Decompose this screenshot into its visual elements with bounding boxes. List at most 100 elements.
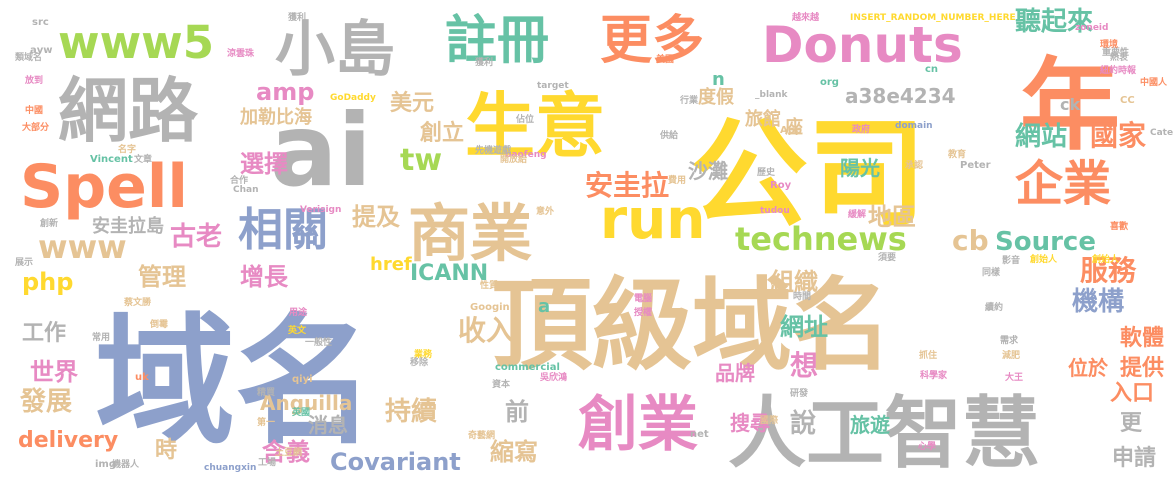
cloud-word: 業務 bbox=[413, 348, 433, 360]
cloud-word: 選擇 bbox=[240, 150, 288, 178]
cloud-word: qiyi bbox=[292, 374, 313, 385]
cloud-word: cn bbox=[925, 64, 938, 75]
cloud-word: 機構 bbox=[1072, 287, 1124, 317]
cloud-word: 費用 bbox=[668, 174, 686, 186]
cloud-word: CC bbox=[1120, 95, 1135, 106]
cloud-word: 相關 bbox=[238, 203, 328, 256]
cloud-word: Vincent bbox=[90, 154, 133, 165]
cloud-word: 創業 bbox=[578, 390, 698, 460]
cloud-word: 公司 bbox=[690, 105, 926, 243]
cloud-word: 想 bbox=[790, 349, 818, 382]
cloud-word: uk bbox=[135, 372, 149, 383]
cloud-word: 熱衷 bbox=[1110, 51, 1128, 63]
cloud-word: Spell bbox=[20, 152, 188, 222]
cloud-word: 開放給 bbox=[500, 153, 528, 165]
cloud-word: 地區 bbox=[868, 203, 916, 231]
cloud-word: 提及 bbox=[352, 203, 400, 231]
cloud-word: 旅館 bbox=[745, 108, 781, 130]
cloud-word: 座 bbox=[785, 116, 803, 138]
cloud-word: 研發 bbox=[790, 387, 809, 399]
cloud-word: 教育 bbox=[947, 148, 966, 160]
cloud-word: 歷史 bbox=[757, 166, 776, 178]
cloud-word: 影音 bbox=[1002, 254, 1020, 266]
cloud-word: 組織 bbox=[770, 268, 818, 296]
cloud-word: zoneid bbox=[1075, 23, 1108, 33]
cloud-word: Source bbox=[995, 227, 1096, 257]
cloud-word: 大部分 bbox=[22, 121, 49, 133]
cloud-word: 意外 bbox=[536, 205, 554, 217]
cloud-word: 承認 bbox=[905, 159, 923, 171]
cloud-word: 須要 bbox=[877, 251, 896, 263]
cloud-word: 安圭拉島 bbox=[92, 215, 164, 237]
cloud-word: n bbox=[712, 69, 725, 90]
cloud-word: App bbox=[780, 125, 802, 136]
cloud-word: 聽起來 bbox=[1015, 7, 1093, 37]
cloud-word: 發展 bbox=[19, 387, 72, 417]
cloud-word: 供給 bbox=[659, 129, 679, 141]
cloud-word: 大王 bbox=[1005, 371, 1023, 383]
cloud-word: Cate bbox=[1150, 128, 1173, 138]
cloud-word: Googin bbox=[470, 302, 510, 313]
cloud-word: 提供 bbox=[1120, 355, 1164, 381]
cloud-word: 心學 bbox=[918, 440, 936, 452]
cloud-word: Peter bbox=[960, 160, 991, 171]
cloud-word: org bbox=[820, 77, 839, 88]
cloud-word: 縮寫 bbox=[490, 438, 538, 466]
cloud-word: 前 bbox=[505, 398, 529, 426]
cloud-word: Roy bbox=[770, 180, 792, 191]
cloud-word: 授權 bbox=[634, 306, 652, 318]
cloud-word: 收入 bbox=[458, 314, 514, 347]
cloud-word: 越來越 bbox=[791, 11, 820, 23]
cloud-word: INSERT_RANDOM_NUMBER_HERE bbox=[850, 13, 1016, 23]
cloud-word: 性質 bbox=[480, 279, 498, 291]
cloud-word: 減肥 bbox=[1002, 349, 1020, 361]
cloud-word: img bbox=[95, 459, 116, 470]
cloud-word: 時間 bbox=[793, 290, 811, 302]
cloud-word: 名字 bbox=[118, 143, 136, 155]
cloud-word: 科學家 bbox=[920, 369, 948, 381]
cloud-word: 時 bbox=[155, 438, 177, 463]
cloud-word: 中國 bbox=[25, 104, 43, 116]
cloud-word: 用途 bbox=[288, 306, 308, 318]
cloud-word: 陽光 bbox=[840, 156, 880, 180]
cloud-word: 需求 bbox=[1000, 334, 1019, 346]
cloud-word: 小島 bbox=[275, 15, 395, 85]
cloud-word: cb bbox=[952, 224, 989, 257]
cloud-word: 資本 bbox=[492, 378, 511, 390]
cloud-word: 度假 bbox=[698, 86, 735, 108]
cloud-word: 中國人 bbox=[1140, 76, 1168, 88]
cloud-word: 涼雲珠 bbox=[227, 47, 255, 59]
cloud-word: 創始人 bbox=[1029, 253, 1058, 265]
cloud-word: 紐約時報 bbox=[1100, 64, 1137, 76]
cloud-word: 位於 bbox=[1068, 356, 1109, 380]
cloud-word: 土豆網 bbox=[275, 446, 302, 458]
cloud-word: 美元 bbox=[390, 90, 434, 116]
cloud-word: 英國 bbox=[291, 406, 310, 418]
cloud-word: 精買 bbox=[257, 386, 275, 398]
cloud-word: 抓住 bbox=[919, 349, 937, 361]
cloud-word: 工場 bbox=[258, 456, 276, 468]
cloud-word: 世界 bbox=[30, 358, 78, 386]
cloud-word: 機器人 bbox=[112, 458, 140, 470]
cloud-word: 續約 bbox=[985, 301, 1003, 313]
cloud-word: commercial bbox=[495, 362, 560, 373]
cloud-word: ICANN bbox=[410, 261, 488, 286]
cloud-word: 網路 bbox=[58, 70, 199, 152]
cloud-word: 註冊 bbox=[445, 11, 549, 71]
cloud-word: tudou bbox=[760, 206, 790, 216]
cloud-word: 奇藝網 bbox=[468, 429, 495, 441]
cloud-word: 人工智慧 bbox=[728, 389, 1040, 479]
cloud-word: 同樣 bbox=[982, 266, 1001, 278]
cloud-word: 安圭拉 bbox=[585, 169, 669, 202]
cloud-word: technews bbox=[735, 220, 907, 258]
cloud-word: 軟體 bbox=[1120, 325, 1164, 351]
cloud-word: 第一 bbox=[257, 416, 275, 428]
cloud-word: 獲利 bbox=[475, 56, 493, 68]
cloud-word: amp bbox=[256, 78, 314, 106]
cloud-word: 創新 bbox=[39, 217, 58, 229]
cloud-word: 合作 bbox=[230, 174, 248, 186]
cloud-word: 更多 bbox=[600, 11, 704, 71]
cloud-word: www5 bbox=[58, 16, 214, 69]
cloud-word: src bbox=[32, 17, 49, 28]
